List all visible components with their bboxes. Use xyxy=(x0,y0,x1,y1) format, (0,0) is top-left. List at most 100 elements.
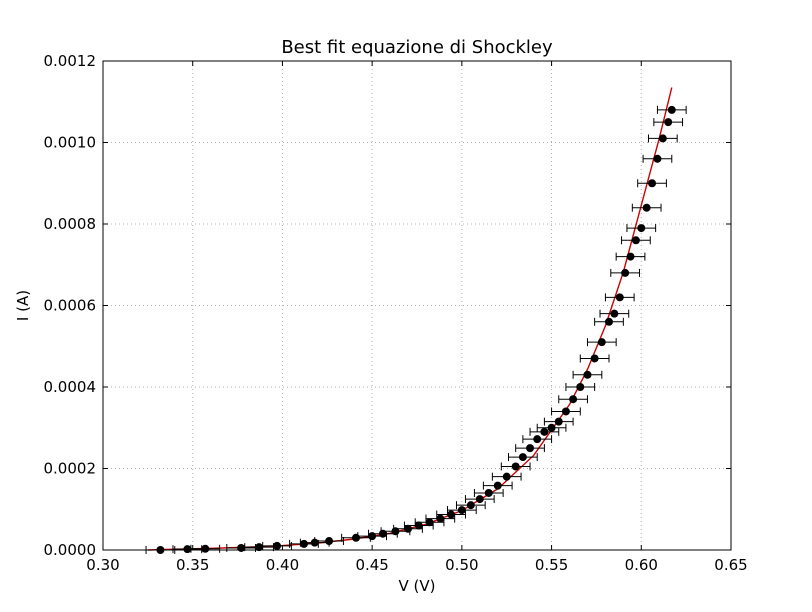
data-point xyxy=(436,510,466,519)
point-marker xyxy=(475,495,484,504)
point-marker xyxy=(484,488,493,497)
data-point xyxy=(522,435,553,444)
data-point xyxy=(543,417,574,426)
data-point xyxy=(262,541,292,550)
point-marker xyxy=(511,462,520,471)
data-point xyxy=(515,444,545,453)
point-marker xyxy=(299,539,308,548)
y-axis-label: I (A) xyxy=(14,290,32,321)
point-marker xyxy=(621,268,630,277)
x-axis-label: V (V) xyxy=(399,577,436,595)
data-point xyxy=(579,354,610,363)
point-marker xyxy=(642,203,651,212)
point-marker xyxy=(493,481,502,490)
point-marker xyxy=(547,423,556,432)
data-point xyxy=(647,134,678,143)
point-marker xyxy=(631,236,640,245)
x-tick-label: 0.50 xyxy=(445,556,478,574)
point-marker xyxy=(590,354,599,363)
data-point xyxy=(586,338,617,347)
data-point xyxy=(594,317,624,326)
point-marker xyxy=(183,545,192,554)
x-tick-label: 0.60 xyxy=(625,556,658,574)
grid xyxy=(103,61,731,550)
data-point xyxy=(190,544,221,553)
point-marker xyxy=(597,338,606,347)
data-point xyxy=(610,268,640,277)
y-tick-label: 0.0008 xyxy=(44,215,97,233)
data-point xyxy=(473,488,504,497)
point-marker xyxy=(414,521,423,530)
data-point xyxy=(508,453,538,462)
point-marker xyxy=(518,453,527,462)
data-point xyxy=(615,252,646,261)
data-point xyxy=(529,427,560,436)
data-point xyxy=(536,423,567,432)
chart-title: Best fit equazione di Shockley xyxy=(281,37,553,58)
data-point xyxy=(565,383,596,391)
data-point xyxy=(425,514,456,523)
x-tick-label: 0.45 xyxy=(355,556,388,574)
point-marker xyxy=(637,224,646,233)
point-marker xyxy=(664,118,673,127)
data-point xyxy=(637,179,667,188)
data-point xyxy=(656,105,687,114)
point-marker xyxy=(658,134,667,143)
point-marker xyxy=(325,537,334,546)
point-marker xyxy=(502,472,511,481)
point-marker xyxy=(667,105,676,114)
x-tick-label: 0.65 xyxy=(714,556,747,574)
data-point xyxy=(551,407,581,416)
data-point xyxy=(491,472,522,481)
y-tick-label: 0.0002 xyxy=(44,460,97,478)
point-marker xyxy=(615,293,624,302)
point-marker xyxy=(457,506,466,515)
point-marker xyxy=(201,544,210,553)
point-marker xyxy=(533,435,542,444)
data-point xyxy=(626,224,657,233)
x-tick-label: 0.40 xyxy=(266,556,299,574)
point-marker xyxy=(610,309,619,318)
data-point xyxy=(455,501,486,510)
point-marker xyxy=(569,395,578,404)
y-tick-label: 0.0012 xyxy=(44,52,97,70)
point-marker xyxy=(466,501,475,510)
point-marker xyxy=(626,252,635,261)
data-point xyxy=(314,537,344,546)
y-tick-label: 0.0000 xyxy=(44,541,97,559)
point-marker xyxy=(425,518,434,527)
point-marker xyxy=(237,543,246,552)
point-marker xyxy=(436,514,445,523)
point-marker xyxy=(554,417,563,426)
y-tick-label: 0.0004 xyxy=(44,378,97,396)
data-point xyxy=(653,118,684,127)
point-marker xyxy=(604,317,613,326)
data-point xyxy=(599,309,630,318)
data-point xyxy=(572,370,603,379)
y-tick-label: 0.0010 xyxy=(44,134,97,152)
point-marker xyxy=(404,524,413,533)
data-point xyxy=(500,462,531,471)
point-marker xyxy=(653,154,662,163)
point-marker xyxy=(583,370,592,379)
point-marker xyxy=(648,179,657,188)
point-marker xyxy=(273,541,282,550)
point-marker xyxy=(526,444,535,453)
data-point xyxy=(621,236,651,245)
point-marker xyxy=(576,383,585,391)
point-marker xyxy=(255,543,264,552)
point-marker xyxy=(540,427,549,436)
x-tick-label: 0.55 xyxy=(535,556,568,574)
x-tick-label: 0.30 xyxy=(86,556,119,574)
data-point xyxy=(447,506,477,515)
data-point xyxy=(604,293,635,302)
point-marker xyxy=(351,533,360,542)
x-tick-label: 0.35 xyxy=(176,556,209,574)
data-point xyxy=(482,481,513,490)
y-tick-label: 0.0006 xyxy=(44,297,97,315)
point-marker xyxy=(447,510,456,519)
data-point xyxy=(642,154,673,163)
axis-ticks: 0.30 0.35 0.40 0.45 0.50 0.55 0.60 0.65 0.0000 0.… xyxy=(44,52,748,574)
